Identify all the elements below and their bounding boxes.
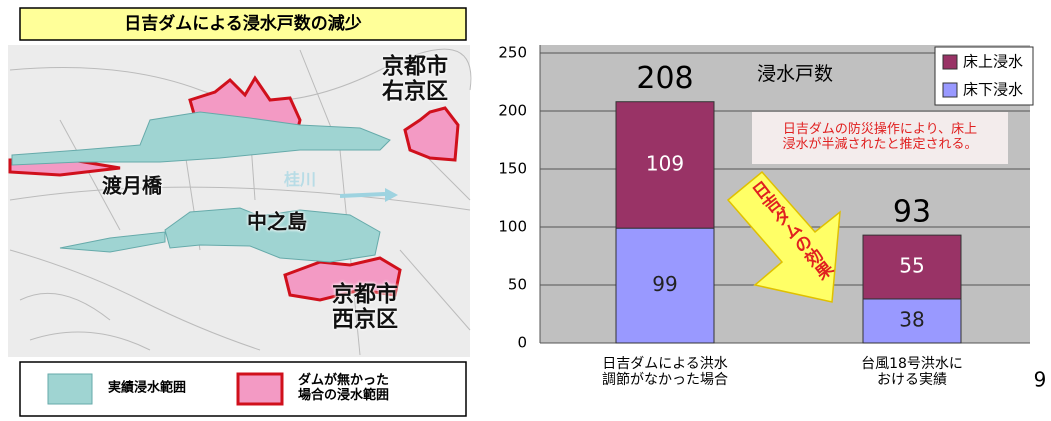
x-tick-label: 日吉ダムによる洪水 調節がなかった場合 <box>602 355 728 388</box>
bar-segment <box>615 101 715 229</box>
total-label: 208 <box>636 61 693 96</box>
legend-label: 床上浸水 <box>963 53 1023 71</box>
bar-value-label: 109 <box>646 151 684 175</box>
river-arrow-head <box>385 188 398 202</box>
bar-value-label: 38 <box>899 307 924 331</box>
river-arrow <box>339 192 386 198</box>
annotation-box <box>752 112 1008 164</box>
map-label: 京都市 右京区 <box>381 54 449 105</box>
y-tick-label: 0 <box>517 334 527 352</box>
effect-arrow <box>726 170 841 303</box>
annotation: 日吉ダムの防災操作により、床上 浸水が半減されたと推定される。 <box>782 122 978 152</box>
y-tick-label: 100 <box>498 218 527 236</box>
bar-value-label: 55 <box>899 254 924 278</box>
map-legend-swatch <box>47 373 93 405</box>
y-tick-label: 250 <box>498 44 527 62</box>
legend-swatch <box>942 82 958 98</box>
bar-segment <box>862 234 962 300</box>
map-label: 京都市 西京区 <box>331 282 399 333</box>
page-number: 9 <box>1033 367 1047 392</box>
map-legend-label: 実績浸水範囲 <box>108 380 187 396</box>
map-legend-swatch <box>236 372 284 406</box>
map-label: 渡月橋 <box>102 173 162 198</box>
slide-title: 日吉ダムによる浸水戸数の減少 <box>124 13 362 34</box>
y-tick-label: 150 <box>498 160 527 178</box>
bar-value-label: 99 <box>652 272 677 296</box>
chart-subtitle: 浸水戸数 <box>756 63 834 86</box>
title-box <box>19 7 467 41</box>
y-tick-label: 50 <box>508 276 527 294</box>
x-tick-label: 台風18号洪水に おける実績 <box>861 355 963 388</box>
map-label: 桂川 <box>283 169 317 189</box>
total-label: 93 <box>893 195 931 230</box>
legend-label: 床下浸水 <box>963 81 1023 99</box>
map-legend-label: ダムが無かった 場合の浸水範囲 <box>298 373 390 403</box>
map-actual-flood <box>11 111 391 263</box>
y-tick-label: 200 <box>498 102 527 120</box>
map-label: 中之島 <box>247 209 307 234</box>
legend-swatch <box>942 54 958 70</box>
